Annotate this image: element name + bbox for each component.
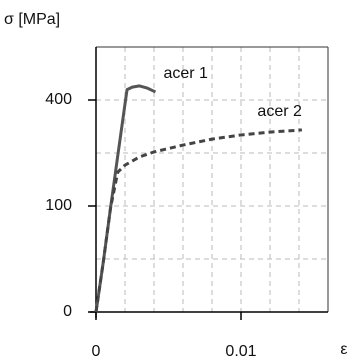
x-tick-label: 0 [92, 343, 101, 360]
series-label: acer 1 [163, 65, 208, 82]
y-axis-label: σ [MPa] [4, 11, 60, 28]
series-line [94, 128, 303, 313]
series-line [94, 84, 157, 313]
x-axis-label: ε [340, 341, 347, 358]
y-tick-label: 100 [45, 197, 72, 214]
x-tick-label: 0.01 [225, 343, 256, 360]
y-tick-label: 400 [45, 91, 72, 108]
series-label: acer 2 [257, 103, 302, 120]
y-tick-label: 0 [63, 303, 72, 320]
